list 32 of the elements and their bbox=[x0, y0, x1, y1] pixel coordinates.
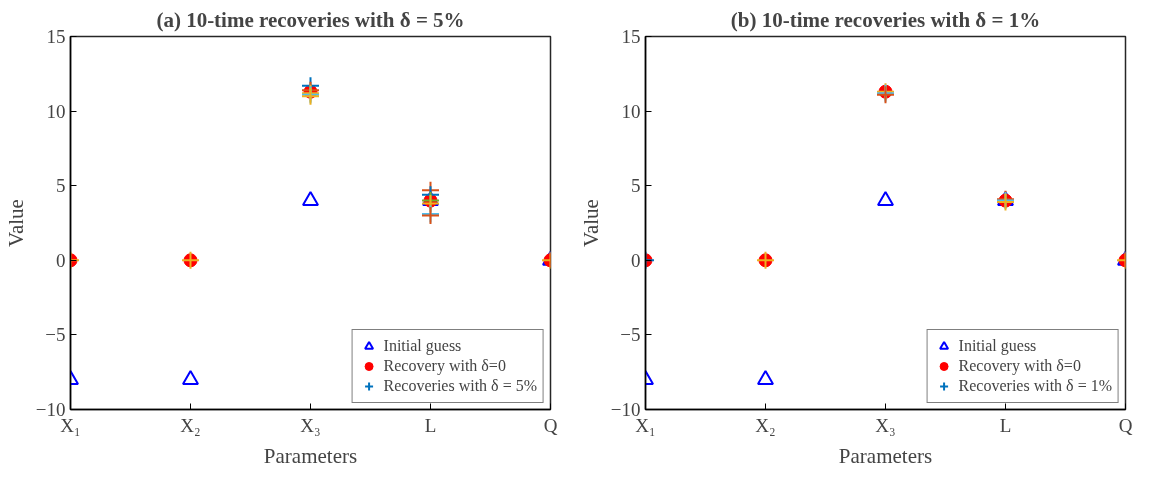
y-axis-title: Value bbox=[578, 199, 603, 247]
legend-label: Initial guess bbox=[958, 336, 1037, 356]
legend-label: Recoveries with δ = 1% bbox=[958, 376, 1112, 396]
x-tick-label: X₃ bbox=[300, 414, 321, 436]
y-tick-label: −5 bbox=[45, 324, 66, 346]
y-tick-label: 10 bbox=[46, 100, 66, 122]
x-axis-title: Parameters bbox=[263, 443, 358, 468]
y-tick-label: 0 bbox=[631, 249, 641, 271]
x-tick-label: Q bbox=[1118, 414, 1133, 436]
x-tick-label: X₂ bbox=[755, 414, 776, 436]
x-tick-label: L bbox=[424, 414, 437, 436]
x-tick-label: X₃ bbox=[875, 414, 896, 436]
y-tick-label: 10 bbox=[621, 100, 641, 122]
legend-label: Recovery with δ=0 bbox=[383, 356, 506, 376]
y-tick-label: 15 bbox=[46, 26, 66, 47]
legend-label: Initial guess bbox=[383, 336, 462, 356]
y-tick-label: 15 bbox=[621, 26, 641, 47]
chart-title: (b) 10-time recoveries with δ = 1% bbox=[730, 7, 1041, 32]
y-tick-label: 0 bbox=[56, 249, 66, 271]
y-tick-label: 5 bbox=[631, 175, 641, 197]
x-axis-title: Parameters bbox=[838, 443, 933, 468]
x-tick-label: L bbox=[999, 414, 1012, 436]
chart-title: (a) 10-time recoveries with δ = 5% bbox=[156, 7, 465, 32]
legend-label: Recovery with δ=0 bbox=[958, 356, 1081, 376]
x-tick-label: Q bbox=[543, 414, 558, 436]
y-tick-label: 5 bbox=[56, 175, 66, 197]
y-axis-title: Value bbox=[3, 199, 28, 247]
y-tick-label: −5 bbox=[620, 324, 641, 346]
legend-label: Recoveries with δ = 5% bbox=[383, 376, 537, 396]
x-tick-label: X₂ bbox=[180, 414, 201, 436]
y-tick-label: −10 bbox=[35, 399, 66, 420]
y-tick-label: −10 bbox=[610, 399, 641, 420]
